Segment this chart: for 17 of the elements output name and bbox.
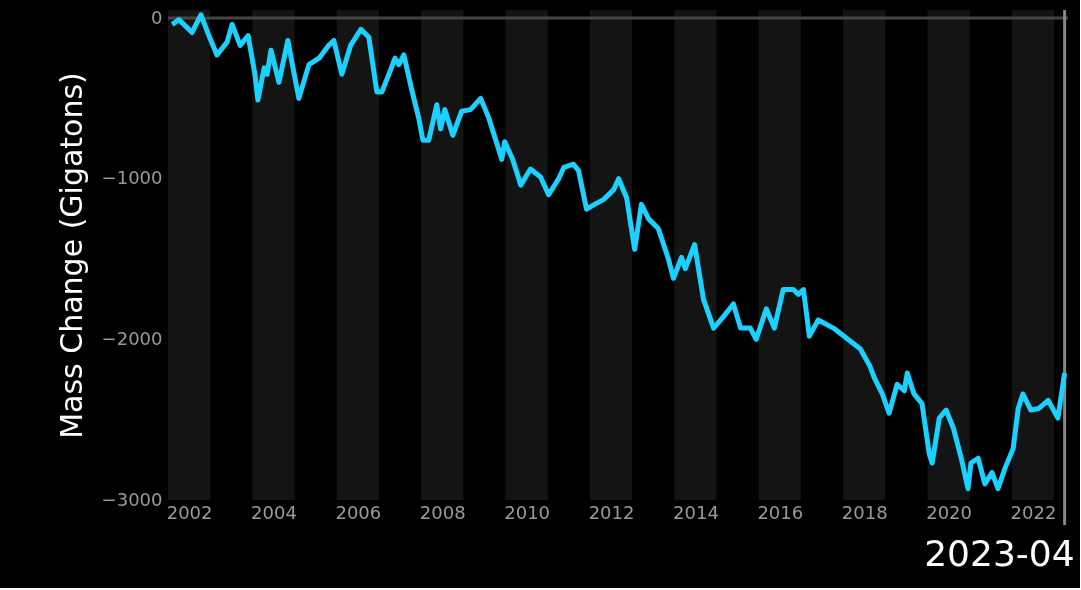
y-tick-label: −3000 [101, 488, 163, 510]
x-tick-label: 2022 [1010, 501, 1057, 523]
y-tick-label: 0 [151, 6, 163, 28]
y-tick-label: −2000 [101, 327, 163, 349]
x-tick-label: 2006 [335, 501, 382, 523]
x-tick-label: 2002 [166, 501, 213, 523]
x-tick-label: 2014 [673, 501, 719, 523]
ref-line-label: 2023-04 [924, 533, 1075, 574]
x-tick-label: 2020 [926, 501, 972, 523]
x-tick-label: 2008 [419, 501, 466, 523]
x-tick-label: 2012 [588, 501, 635, 523]
y-axis-title: Mass Change (Gigatons) [53, 72, 89, 439]
x-tick-label: 2018 [841, 501, 888, 523]
x-tick-label: 2010 [504, 501, 551, 523]
x-tick-label: 2004 [251, 501, 297, 523]
y-tick-label: −1000 [101, 167, 163, 189]
x-tick-label: 2016 [757, 501, 804, 523]
